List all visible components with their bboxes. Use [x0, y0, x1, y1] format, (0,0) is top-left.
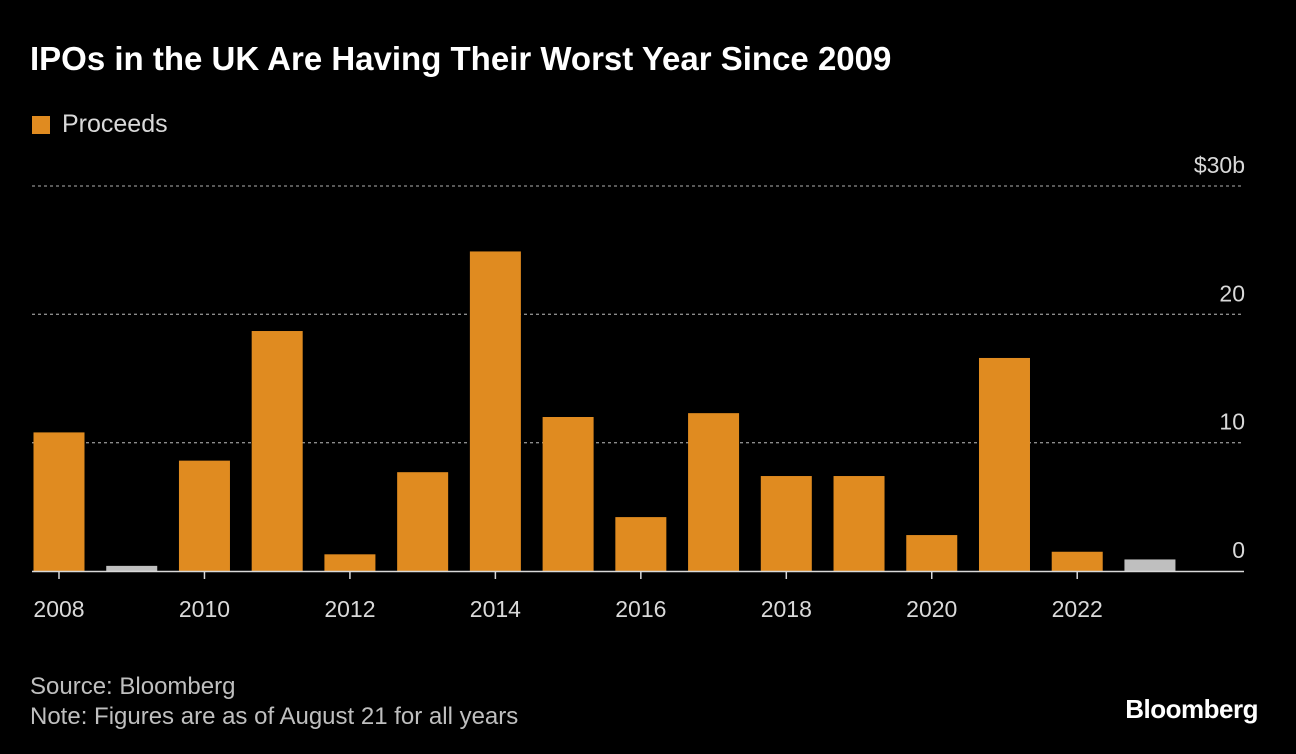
x-tick-label-2020: 2020 [906, 596, 957, 622]
legend-label: Proceeds [62, 110, 168, 138]
bar-2016 [615, 517, 667, 571]
bar-2021 [978, 357, 1030, 571]
note-text: Note: Figures are as of August 21 for al… [30, 703, 519, 730]
bar-2014 [469, 251, 521, 571]
x-tick-label-2014: 2014 [470, 596, 521, 622]
x-axis: 2008 2010 2012 2014 2016 2018 2020 2022 [32, 570, 1244, 622]
source-text: Source: Bloomberg [30, 673, 236, 700]
grid-lines [32, 185, 1244, 444]
x-tick-label-2008: 2008 [33, 596, 84, 622]
bar-2010 [178, 460, 230, 571]
bar-2011 [251, 331, 303, 571]
chart-title: IPOs in the UK Are Having Their Worst Ye… [30, 40, 892, 77]
y-tick-label-10: 10 [1219, 409, 1245, 435]
x-tick-label-2012: 2012 [324, 596, 375, 622]
bar-2023 [1124, 559, 1176, 571]
y-axis-labels: 0 10 20 $30b [1194, 152, 1245, 563]
bar-2013 [397, 472, 449, 571]
y-tick-label-0: 0 [1232, 537, 1245, 563]
legend: Proceeds [32, 110, 168, 139]
y-tick-label-30: $30b [1194, 152, 1245, 178]
x-tick-label-2022: 2022 [1052, 596, 1103, 622]
bar-2012 [324, 554, 376, 571]
bar-2019 [833, 476, 885, 571]
y-tick-label-20: 20 [1219, 280, 1245, 306]
bar-2015 [542, 417, 594, 571]
bar-2017 [688, 413, 740, 571]
footer: Source: Bloomberg Note: Figures are as o… [30, 672, 518, 732]
legend-swatch [32, 115, 50, 134]
x-tick-label-2010: 2010 [179, 596, 230, 622]
bar-2018 [760, 476, 812, 571]
bars [33, 251, 1176, 571]
bar-2020 [906, 535, 958, 571]
bar-2008 [33, 432, 85, 571]
bloomberg-logo: Bloomberg [1125, 694, 1258, 724]
x-tick-label-2016: 2016 [615, 596, 666, 622]
bar-2009 [106, 565, 158, 571]
bar-2022 [1051, 551, 1103, 571]
x-tick-label-2018: 2018 [761, 596, 812, 622]
